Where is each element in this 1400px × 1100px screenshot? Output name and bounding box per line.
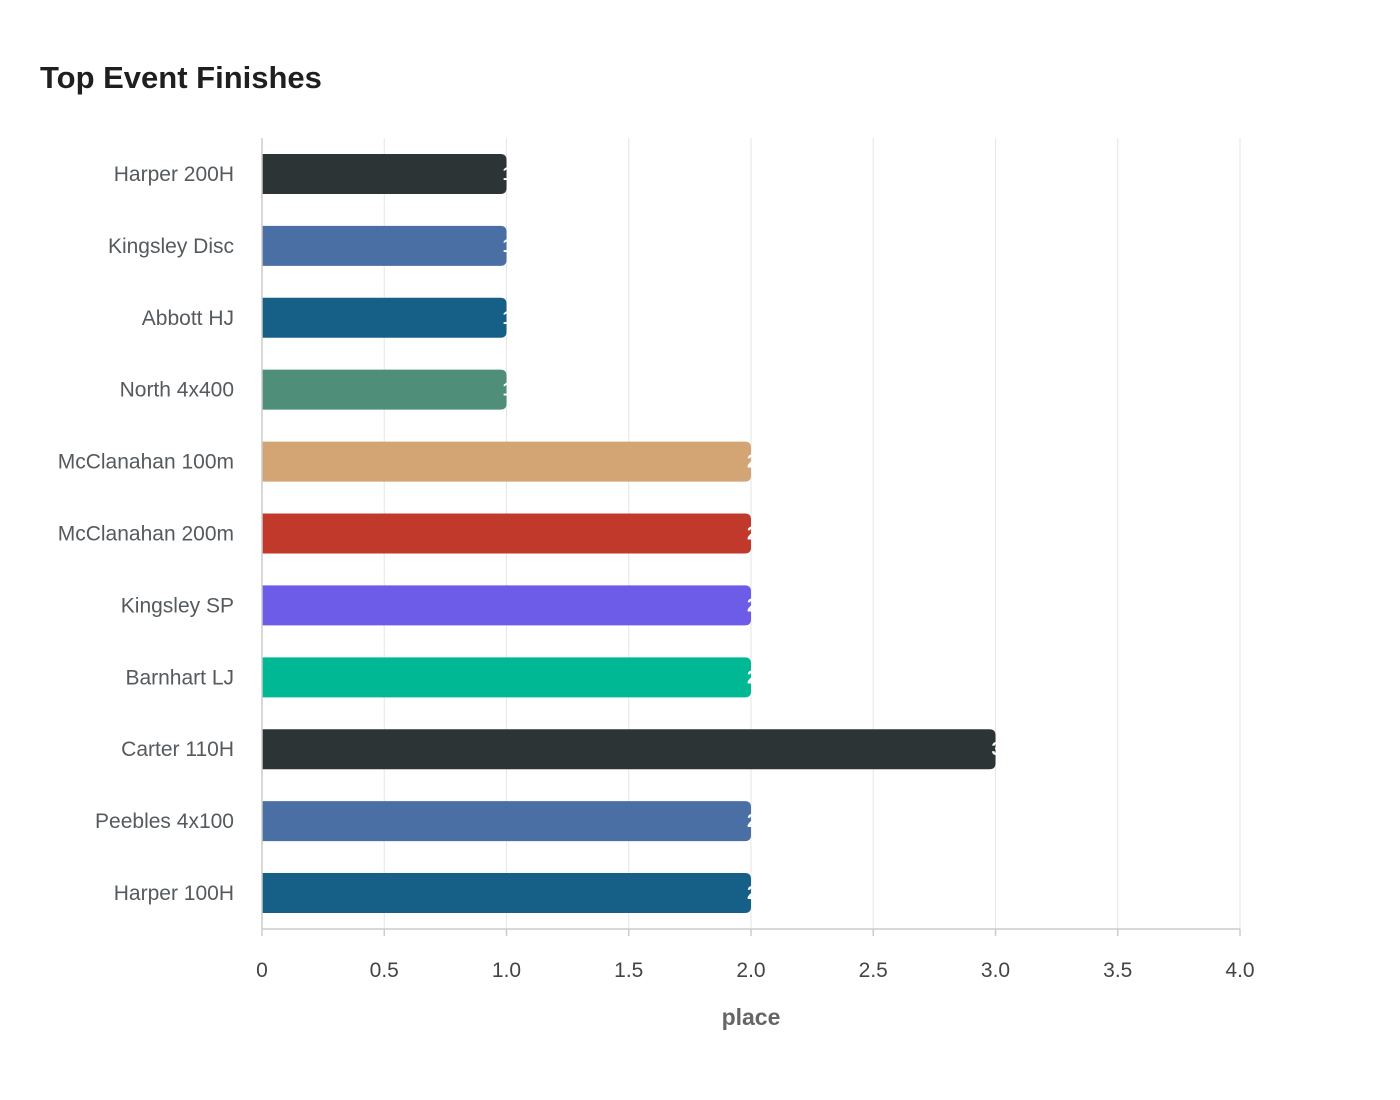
bar-value-label-0: 1	[503, 164, 513, 184]
x-tick-labels: 0 0.5 1.0 1.5 2.0 2.5 3.0 3.5 4.0	[256, 929, 1255, 982]
x-tick-label-8: 4.0	[1225, 959, 1254, 982]
category-label-8: Carter 110H	[121, 738, 234, 761]
bar-4	[262, 441, 751, 482]
category-label-7: Barnhart LJ	[125, 666, 234, 689]
x-tick-label-3: 1.5	[614, 959, 643, 982]
bar-1	[262, 225, 507, 266]
bar-value-label-10: 2	[747, 883, 757, 903]
bar-0	[262, 153, 507, 194]
x-tick-label-5: 2.5	[859, 959, 888, 982]
category-label-5: McClanahan 200m	[58, 523, 234, 546]
category-label-0: Harper 200H	[114, 163, 234, 186]
bar-value-label-5: 2	[747, 524, 757, 544]
bar-value-label-2: 1	[503, 308, 513, 328]
category-labels: Harper 200H Kingsley Disc Abbott HJ North 4…	[58, 163, 234, 905]
category-label-9: Peebles 4x100	[95, 810, 234, 833]
x-tick-label-4: 2.0	[736, 959, 765, 982]
category-label-10: Harper 100H	[114, 882, 234, 905]
bar-6	[262, 585, 751, 626]
x-tick-label-1: 0.5	[370, 959, 399, 982]
x-tick-label-2: 1.0	[492, 959, 521, 982]
bars: 1 1 1 1 2 2 2 2 3 2 2	[262, 153, 1002, 914]
bar-value-label-8: 3	[992, 739, 1002, 759]
category-label-6: Kingsley SP	[121, 594, 234, 617]
bar-value-label-7: 2	[747, 667, 757, 687]
category-label-2: Abbott HJ	[142, 307, 234, 330]
bar-5	[262, 513, 751, 554]
bar-value-label-6: 2	[747, 595, 757, 615]
x-tick-label-7: 3.5	[1103, 959, 1132, 982]
bar-value-label-4: 2	[747, 452, 757, 472]
category-label-3: North 4x400	[120, 379, 234, 402]
bar-3	[262, 369, 507, 410]
x-axis-title: place	[722, 1004, 781, 1030]
category-label-4: McClanahan 100m	[58, 451, 234, 474]
x-tick-label-0: 0	[256, 959, 268, 982]
bar-10	[262, 873, 751, 914]
chart-title: Top Event Finishes	[40, 60, 322, 95]
bar-9	[262, 801, 751, 842]
category-label-1: Kingsley Disc	[108, 235, 234, 258]
bar-2	[262, 297, 507, 338]
bar-8	[262, 729, 996, 770]
bar-7	[262, 657, 751, 698]
x-tick-label-6: 3.0	[981, 959, 1010, 982]
bar-value-label-9: 2	[747, 811, 757, 831]
bar-value-label-1: 1	[503, 236, 513, 256]
bar-value-label-3: 1	[503, 380, 513, 400]
